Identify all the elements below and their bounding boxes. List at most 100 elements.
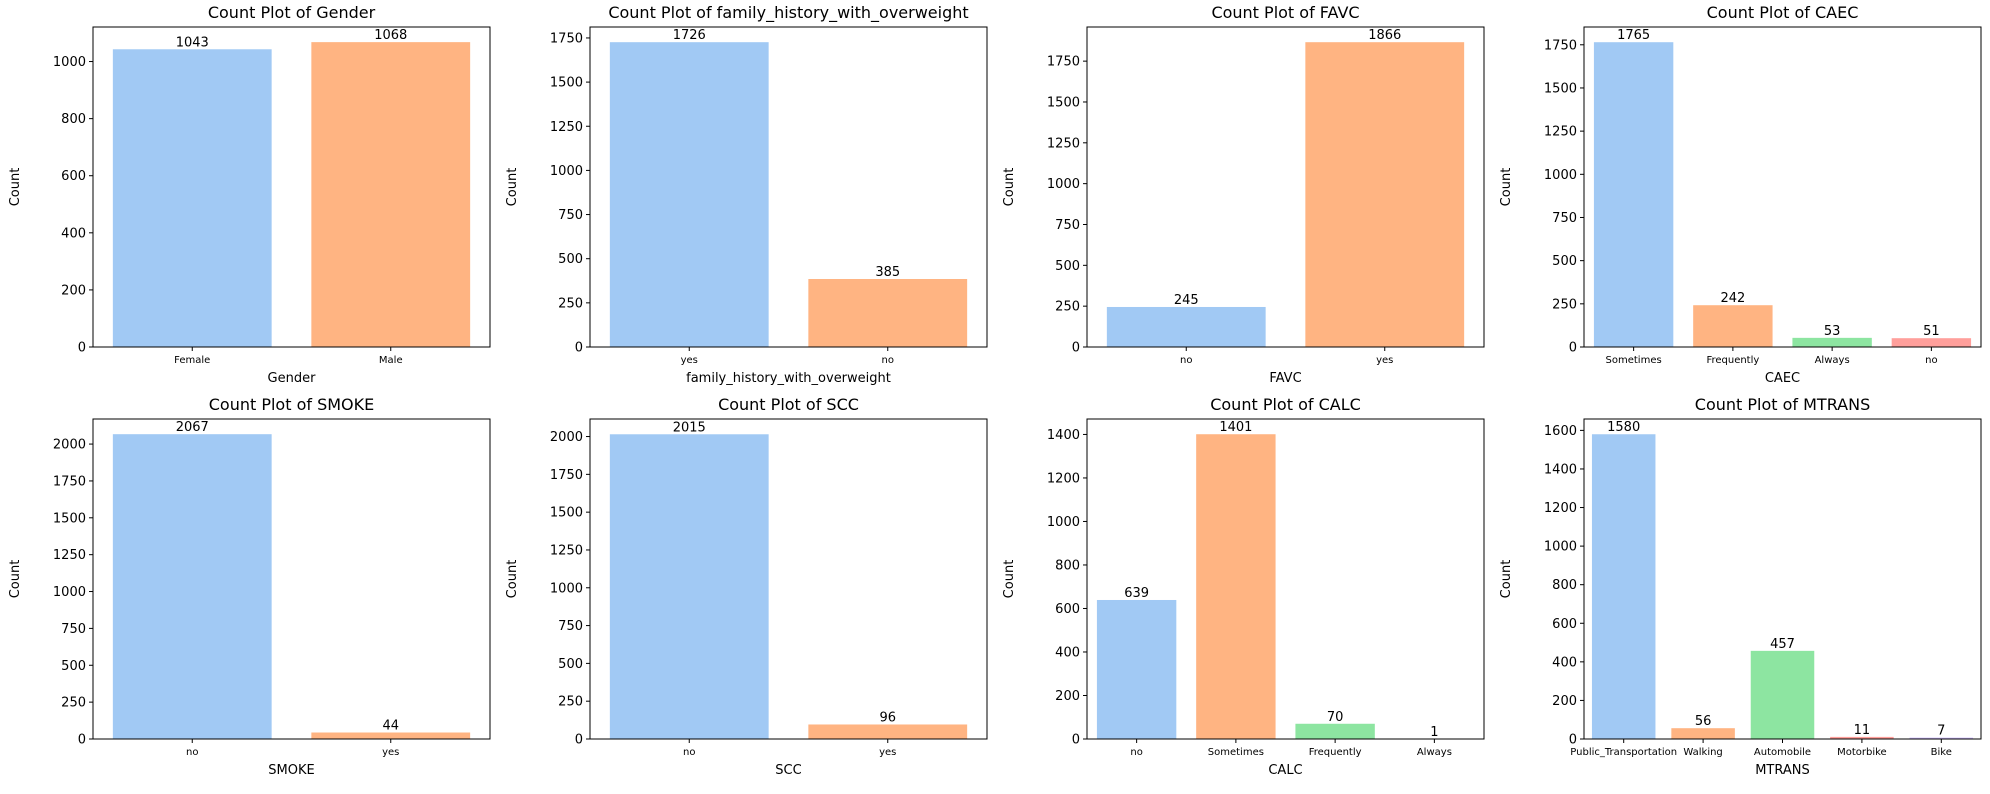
x-tick-label: yes: [382, 747, 399, 758]
x-axis-label: CAEC: [1765, 371, 1800, 386]
y-tick-label: 400: [1055, 645, 1080, 660]
x-tick-label: Automobile: [1754, 747, 1811, 758]
y-tick-label: 1000: [550, 581, 583, 596]
y-tick-label: 0: [78, 341, 86, 356]
bar-value-label: 639: [1124, 586, 1149, 601]
bar-value-label: 1726: [673, 28, 706, 43]
y-tick-label: 1750: [53, 474, 86, 489]
x-tick-label: Frequently: [1309, 747, 1362, 758]
y-tick-label: 2000: [53, 438, 86, 453]
chart-title: Count Plot of CAEC: [1707, 3, 1859, 22]
y-tick-label: 0: [1072, 341, 1080, 356]
chart-title: Count Plot of SMOKE: [209, 395, 375, 414]
y-tick-label: 0: [78, 733, 86, 748]
chart-title: Count Plot of family_history_with_overwe…: [608, 3, 968, 23]
x-axis-label: FAVC: [1269, 371, 1301, 386]
y-tick-label: 1250: [550, 543, 583, 558]
bar-automobile: [1751, 651, 1815, 739]
y-tick-label: 500: [1055, 259, 1080, 274]
y-axis-label: Count: [8, 560, 23, 599]
x-tick-label: yes: [1376, 355, 1393, 366]
y-tick-label: 750: [558, 619, 583, 634]
y-tick-label: 600: [1055, 602, 1080, 617]
y-axis-label: Count: [1499, 168, 1514, 207]
x-tick-label: no: [1130, 747, 1142, 758]
bar-value-label: 70: [1327, 710, 1344, 725]
x-axis-label: family_history_with_overweight: [686, 371, 891, 386]
y-tick-label: 1750: [550, 31, 583, 46]
bar-frequently: [1295, 724, 1374, 739]
bar-public-transportation: [1592, 434, 1656, 739]
x-tick-label: no: [1925, 355, 1937, 366]
y-tick-label: 1000: [1047, 515, 1080, 530]
bar-value-label: 44: [382, 719, 399, 734]
x-tick-label: Frequently: [1706, 355, 1759, 366]
bar-value-label: 51: [1923, 324, 1940, 339]
y-tick-label: 500: [558, 657, 583, 672]
y-tick-label: 200: [1055, 689, 1080, 704]
chart-title: Count Plot of Gender: [208, 3, 376, 22]
y-tick-label: 1400: [1047, 428, 1080, 443]
y-tick-label: 1600: [1544, 424, 1577, 439]
y-axis-label: Count: [8, 168, 23, 207]
y-axis-label: Count: [505, 168, 520, 207]
y-tick-label: 1000: [1544, 168, 1577, 183]
x-tick-label: Male: [379, 355, 403, 366]
x-tick-label: Always: [1815, 355, 1850, 366]
y-axis-label: Count: [1002, 560, 1017, 599]
y-tick-label: 0: [1569, 733, 1577, 748]
bar-no: [610, 434, 769, 739]
bar-value-label: 1580: [1607, 420, 1640, 435]
y-tick-label: 1500: [1047, 95, 1080, 110]
y-tick-label: 800: [61, 112, 86, 127]
bar-value-label: 2067: [176, 420, 209, 435]
y-tick-label: 200: [1552, 694, 1577, 709]
y-tick-label: 1400: [1544, 462, 1577, 477]
y-tick-label: 400: [1552, 655, 1577, 670]
y-axis-label: Count: [1002, 168, 1017, 207]
x-tick-label: yes: [681, 355, 698, 366]
bar-walking: [1671, 728, 1735, 739]
y-tick-label: 800: [1055, 558, 1080, 573]
x-tick-label: Sometimes: [1208, 747, 1264, 758]
x-tick-label: Female: [174, 355, 210, 366]
y-axis-label: Count: [1499, 560, 1514, 599]
y-tick-label: 250: [1552, 297, 1577, 312]
y-tick-label: 1750: [550, 468, 583, 483]
x-tick-label: yes: [879, 747, 896, 758]
bar-value-label: 1765: [1617, 28, 1650, 43]
y-tick-label: 1500: [53, 511, 86, 526]
bar-value-label: 53: [1824, 324, 1841, 339]
x-axis-label: SMOKE: [268, 763, 314, 778]
y-tick-label: 250: [558, 296, 583, 311]
x-axis-label: SCC: [775, 763, 801, 778]
y-tick-label: 1500: [550, 506, 583, 521]
y-tick-label: 800: [1552, 578, 1577, 593]
bar-value-label: 1401: [1219, 420, 1252, 435]
y-tick-label: 600: [61, 169, 86, 184]
bar-value-label: 96: [879, 710, 896, 725]
bar-value-label: 1866: [1368, 28, 1401, 43]
y-tick-label: 200: [61, 283, 86, 298]
bar-sometimes: [1594, 42, 1673, 347]
y-tick-label: 1000: [550, 164, 583, 179]
x-tick-label: Walking: [1683, 747, 1722, 758]
y-tick-label: 250: [61, 696, 86, 711]
bar-value-label: 1043: [176, 35, 209, 50]
y-tick-label: 0: [575, 733, 583, 748]
y-tick-label: 1200: [1544, 501, 1577, 516]
y-tick-label: 1000: [1544, 540, 1577, 555]
y-tick-label: 400: [61, 226, 86, 241]
bar-value-label: 457: [1770, 637, 1795, 652]
bar-frequently: [1693, 305, 1772, 347]
y-tick-label: 0: [1569, 341, 1577, 356]
bar-value-label: 1: [1430, 725, 1438, 740]
bar-no: [808, 279, 967, 347]
